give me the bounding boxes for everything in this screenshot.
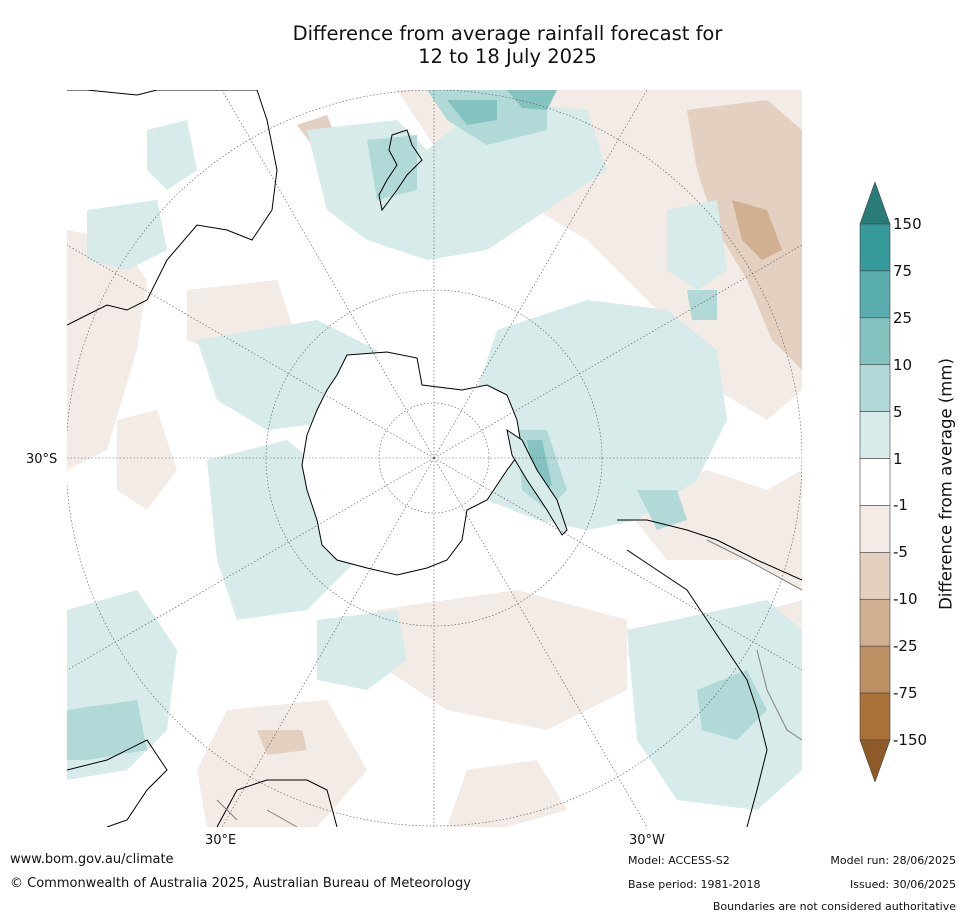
footer-issued: Issued: 30/06/2025	[849, 878, 956, 891]
colorbar-svg	[859, 181, 891, 783]
footer-model: Model: ACCESS-S2	[628, 854, 730, 867]
colorbar-tick-label: -150	[893, 731, 928, 749]
africa-borders	[216, 799, 298, 827]
colorbar-title: Difference from average (mm)	[936, 358, 956, 610]
colorbar-tick-label: 150	[893, 215, 922, 233]
south-america-borders	[706, 539, 802, 741]
colorbar-segment	[859, 458, 891, 506]
colorbar-tick-label: -25	[893, 637, 918, 656]
colorbar-segment	[859, 645, 891, 694]
africa-coastline	[67, 739, 338, 827]
lon-label-30w: 30°W	[629, 833, 665, 848]
footer-url: www.bom.gov.au/climate	[10, 852, 174, 867]
chart-title: Difference from average rainfall forecas…	[0, 22, 965, 68]
antarctic-peninsula	[506, 428, 568, 536]
colorbar-segment	[859, 317, 891, 366]
colorbar	[855, 181, 895, 783]
colorbar-extend-bottom	[859, 739, 891, 783]
colorbar-tick-label: -1	[893, 496, 908, 515]
colorbar-tick-label: 75	[893, 261, 913, 280]
colorbar-segment	[859, 505, 891, 553]
lat-label-30s: 30°S	[26, 452, 58, 467]
map-canvas	[67, 90, 802, 827]
colorbar-segment	[859, 223, 891, 272]
graticule	[67, 90, 802, 827]
colorbar-segment	[859, 364, 891, 412]
colorbar-tick-label: -5	[893, 543, 908, 562]
lon-label-30e: 30°E	[205, 833, 237, 848]
colorbar-tick-label: 10	[893, 355, 913, 374]
colorbar-segment	[859, 692, 891, 741]
title-line-1: Difference from average rainfall forecas…	[292, 22, 723, 45]
footer-model-run: Model run: 28/06/2025	[830, 854, 956, 867]
colorbar-segment	[859, 270, 891, 319]
colorbar-tick-label: 5	[893, 402, 903, 421]
south-america-coastline	[617, 519, 802, 827]
colorbar-tick-label: 1	[893, 449, 903, 468]
colorbar-tick-label: -75	[893, 684, 918, 703]
colorbar-extend-top	[859, 181, 891, 225]
footer-base-period: Base period: 1981-2018	[628, 878, 761, 891]
footer-copyright: © Commonwealth of Australia 2025, Austra…	[10, 876, 471, 891]
colorbar-segment	[859, 598, 891, 647]
new-zealand-coastline	[378, 129, 423, 212]
colorbar-tick-label: 25	[893, 308, 913, 327]
colorbar-tick-label: -10	[893, 590, 918, 609]
colorbar-segment	[859, 411, 891, 459]
antarctica-coastline	[301, 351, 523, 576]
australia-coastline	[67, 90, 278, 326]
footer-disclaimer: Boundaries are not considered authoritat…	[712, 900, 956, 913]
colorbar-segment	[859, 552, 891, 600]
rainfall-anomaly-map	[67, 90, 802, 827]
title-line-2: 12 to 18 July 2025	[418, 45, 597, 68]
